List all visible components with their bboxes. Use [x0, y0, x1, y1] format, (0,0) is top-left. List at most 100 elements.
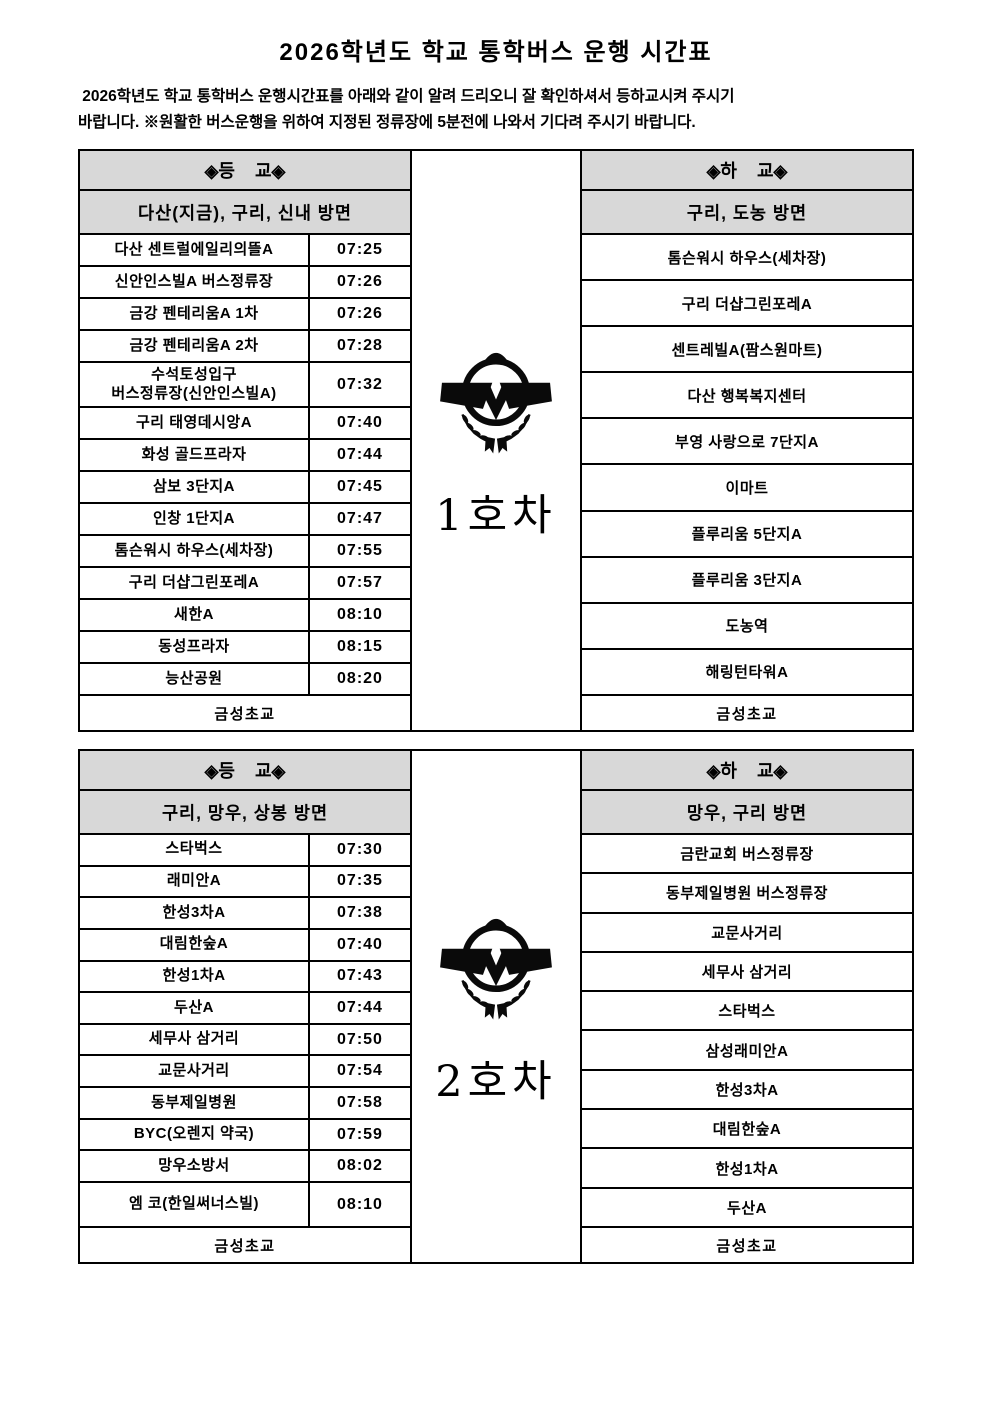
- stop-time: 07:43: [337, 967, 383, 985]
- stop-time: 07:59: [337, 1125, 383, 1143]
- stop-name: 엠 코(한일써너스빌): [80, 1183, 310, 1227]
- stop-row: 두산A 07:44: [80, 993, 410, 1025]
- stop-name: 신안인스빌A 버스정류장: [80, 266, 310, 297]
- stop-name: 구리 태영데시앙A: [80, 408, 310, 439]
- stop-row: 이마트: [582, 465, 912, 512]
- stop-row: 동부제일병원 버스정류장: [582, 874, 912, 914]
- stop-time: 07:44: [337, 999, 383, 1017]
- stop-name: 망우소방서: [80, 1151, 310, 1182]
- stop-row: 세무사 삼거리 07:50: [80, 1024, 410, 1057]
- stop-row: 한성3차A 07:38: [80, 898, 410, 930]
- final-stop: 금성초교: [716, 705, 778, 723]
- stop-name: 구리 더샵그린포레A: [80, 568, 310, 599]
- stop-time: 07:40: [337, 935, 383, 953]
- stop-row: 삼성래미안A: [582, 1031, 912, 1071]
- stop-row: 금강 펜테리움A 2차 07:28: [80, 330, 410, 363]
- stop-row: 화성 골드프라자 07:44: [80, 440, 410, 473]
- bus-number-label: 2호차: [435, 1057, 557, 1107]
- final-stop: 금성초교: [716, 1237, 778, 1255]
- stop-row: 망우소방서 08:02: [80, 1151, 410, 1184]
- stop-row: 해링턴타워A: [582, 650, 912, 696]
- stop-time: 07:35: [337, 872, 383, 890]
- bus-2-depart-column: ◈등 교◈ 구리, 망우, 상봉 방면 스타벅스 07:30 래미안A 07:35 한성…: [80, 751, 412, 1262]
- stop-row: 한성1차A: [582, 1149, 912, 1189]
- stop-time: 07:28: [337, 336, 383, 354]
- stop-time: 07:55: [337, 542, 383, 560]
- stop-time: 08:15: [337, 638, 383, 656]
- bus-1-table: ◈등 교◈ 다산(지금), 구리, 신내 방면 다산 센트럴에일리의뜰A 07:2…: [78, 149, 914, 732]
- stop-time: 07:47: [337, 510, 383, 528]
- dismiss-stop-list: 톰슨워시 하우스(세차장) 구리 더샵그린포레A 센트레빌A(팜스원마트) 다산 행복…: [582, 235, 912, 696]
- dismiss-header: ◈하 교◈: [582, 151, 912, 191]
- stop-row: 금강 펜테리움A 1차 07:26: [80, 298, 410, 331]
- dismiss-stop-list: 금란교회 버스정류장 동부제일병원 버스정류장 교문사거리 세무사 삼거리 스타벅스 삼성…: [582, 835, 912, 1228]
- stop-row: 다산 행복복지센터: [582, 373, 912, 420]
- stop-time: 07:26: [337, 272, 383, 290]
- bus-number-label: 1호차: [435, 491, 557, 541]
- stop-name: 톰슨워시 하우스(세차장): [80, 536, 310, 567]
- intro-line-2: 바랍니다. ※원활한 버스운행을 위하여 지정된 정류장에 5분전에 나와서 기…: [78, 114, 696, 131]
- stop-time: 07:57: [337, 574, 383, 592]
- stop-row: 교문사거리 07:54: [80, 1056, 410, 1089]
- stop-row: 부영 사랑으로 7단지A: [582, 419, 912, 466]
- stop-name: 능산공원: [80, 664, 310, 695]
- stop-row: 교문사거리: [582, 914, 912, 953]
- stop-row: 톰슨워시 하우스(세차장) 07:55: [80, 536, 410, 569]
- stop-time: 08:02: [337, 1157, 383, 1175]
- stop-row: 인창 1단지A 07:47: [80, 504, 410, 537]
- stop-name: 화성 골드프라자: [80, 440, 310, 471]
- stop-row: 엠 코(한일써너스빌) 08:10: [80, 1183, 410, 1229]
- depart-stop-list: 스타벅스 07:30 래미안A 07:35 한성3차A 07:38 대림한숲A 07:40 한성…: [80, 835, 410, 1229]
- stop-name: 인창 1단지A: [80, 504, 310, 535]
- depart-header: ◈등 교◈: [80, 751, 410, 791]
- stop-row: 동부제일병원 07:58: [80, 1088, 410, 1120]
- stop-time: 07:58: [337, 1093, 383, 1111]
- bus-2-center-cell: 2호차: [412, 751, 582, 1262]
- stop-time: 08:10: [337, 606, 383, 624]
- stop-row: 금란교회 버스정류장: [582, 835, 912, 875]
- stop-row: 톰슨워시 하우스(세차장): [582, 235, 912, 282]
- stop-row: 대림한숲A: [582, 1110, 912, 1150]
- page-title: 2026학년도 학교 통학버스 운행 시간표: [279, 39, 713, 66]
- stop-time: 07:38: [337, 904, 383, 922]
- stop-time: 07:32: [337, 375, 383, 393]
- stop-row: 플루리움 3단지A: [582, 558, 912, 604]
- stop-time: 07:25: [337, 240, 383, 258]
- stop-row: 래미안A 07:35: [80, 866, 410, 899]
- stop-time: 07:45: [337, 478, 383, 496]
- stop-time: 07:44: [337, 446, 383, 464]
- stop-row: 능산공원 08:20: [80, 664, 410, 697]
- intro-text: 2026학년도 학교 통학버스 운행시간표를 아래와 같이 알려 드리오니 잘 …: [78, 84, 914, 136]
- stop-time: 07:30: [337, 840, 383, 858]
- bus-2-dismiss-column: ◈하 교◈ 망우, 구리 방면 금란교회 버스정류장 동부제일병원 버스정류장 교문…: [582, 751, 912, 1262]
- stop-name: 금강 펜테리움A 1차: [80, 298, 310, 329]
- final-stop: 금성초교: [214, 705, 276, 723]
- school-emblem-icon: [440, 918, 552, 1020]
- depart-direction: 구리, 망우, 상봉 방면: [80, 791, 410, 835]
- stop-name: 두산A: [80, 993, 310, 1023]
- stop-time: 07:40: [337, 414, 383, 432]
- stop-row: 센트레빌A(팜스원마트): [582, 327, 912, 374]
- intro-line-1: 2026학년도 학교 통학버스 운행시간표를 아래와 같이 알려 드리오니 잘 …: [78, 88, 735, 105]
- stop-row: 구리 더샵그린포레A 07:57: [80, 568, 410, 601]
- stop-name: 수석토성입구 버스정류장(신안인스빌A): [80, 362, 310, 407]
- stop-name: 새한A: [80, 600, 310, 631]
- stop-row: BYC(오렌지 약국) 07:59: [80, 1119, 410, 1152]
- stop-row: 수석토성입구 버스정류장(신안인스빌A) 07:32: [80, 362, 410, 409]
- stop-row: 두산A: [582, 1189, 912, 1228]
- stop-name: 래미안A: [80, 866, 310, 897]
- stop-name: 대림한숲A: [80, 929, 310, 960]
- stop-time: 08:10: [337, 1195, 383, 1213]
- stop-name: 한성3차A: [80, 898, 310, 928]
- stop-time: 07:50: [337, 1030, 383, 1048]
- stop-name: 세무사 삼거리: [80, 1024, 310, 1055]
- stop-name: 금강 펜테리움A 2차: [80, 330, 310, 361]
- stop-row: 세무사 삼거리: [582, 953, 912, 993]
- stop-row: 스타벅스: [582, 992, 912, 1032]
- stop-name: 스타벅스: [80, 835, 310, 865]
- final-stop: 금성초교: [214, 1237, 276, 1255]
- depart-header: ◈등 교◈: [80, 151, 410, 191]
- stop-time: 07:26: [337, 304, 383, 322]
- stop-time: 07:54: [337, 1062, 383, 1080]
